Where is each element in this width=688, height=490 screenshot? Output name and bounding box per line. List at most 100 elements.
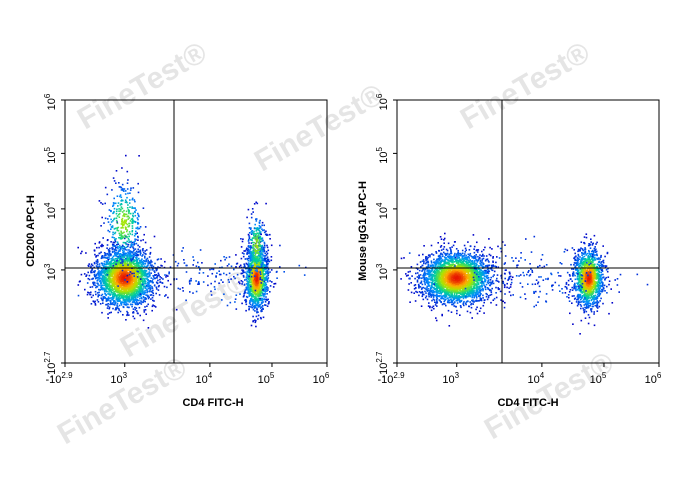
event-dot [223, 272, 225, 275]
event-dot [253, 234, 255, 237]
event-dot [245, 248, 248, 251]
event-dot [144, 255, 146, 258]
event-dot [147, 276, 150, 278]
event-dot [250, 306, 253, 308]
event-dot [262, 255, 264, 257]
event-dot [133, 262, 135, 265]
event-dot [141, 280, 143, 283]
event-dot [104, 297, 106, 299]
event-dot [250, 271, 252, 274]
event-dot [108, 258, 111, 260]
event-dot [121, 246, 123, 249]
event-dot [90, 263, 93, 265]
event-dot [257, 311, 259, 313]
event-dot [110, 293, 112, 295]
event-dot [248, 242, 250, 244]
event-dot [140, 303, 143, 305]
event-dot [102, 244, 104, 247]
event-dot [134, 277, 137, 279]
event-dot [244, 271, 246, 274]
event-dot [235, 254, 237, 256]
event-dot [92, 282, 95, 285]
event-dot [139, 287, 141, 290]
event-dot [114, 273, 117, 275]
event-dot [149, 275, 151, 277]
event-dot [247, 276, 250, 279]
event-dot [145, 259, 147, 262]
event-dot [150, 298, 152, 300]
event-dot [116, 242, 119, 244]
event-dot [255, 218, 257, 220]
event-dot [126, 283, 128, 285]
event-dot [106, 287, 109, 290]
event-dot [116, 281, 118, 283]
event-dot [134, 207, 136, 210]
event-dot [228, 263, 230, 265]
event-dot [119, 186, 122, 188]
event-dot [125, 236, 127, 239]
event-dot [118, 287, 120, 289]
event-dot [104, 271, 107, 274]
event-dot [100, 294, 103, 297]
event-dot [254, 271, 256, 273]
event-dot [257, 249, 259, 251]
event-dot [139, 295, 141, 297]
event-dot [215, 276, 217, 278]
event-dot [224, 258, 226, 261]
event-dot [112, 307, 114, 310]
event-dot [115, 255, 118, 257]
event-dot [113, 285, 115, 287]
event-dot [119, 286, 122, 289]
event-dot [179, 288, 181, 290]
event-dot [255, 230, 258, 232]
event-dot [250, 275, 253, 278]
event-dot [249, 262, 252, 265]
event-dot [118, 270, 121, 273]
event-dot [98, 284, 100, 287]
event-dot [257, 291, 260, 294]
event-dot [144, 271, 147, 273]
event-dot [113, 281, 115, 283]
event-dot [260, 245, 262, 247]
event-dot [135, 230, 137, 233]
event-dot [250, 250, 252, 253]
event-dot [121, 254, 124, 257]
event-dot [250, 297, 253, 300]
event-dot [137, 182, 139, 185]
event-dot [255, 293, 258, 296]
event-dot [117, 202, 120, 204]
event-dot [112, 297, 114, 299]
event-dot [174, 260, 177, 263]
event-dot [117, 229, 120, 232]
event-dot [136, 262, 139, 264]
event-dot [143, 274, 146, 277]
event-dot [131, 280, 133, 283]
event-dot [140, 271, 143, 273]
event-dot [249, 273, 251, 275]
event-dot [93, 274, 96, 276]
event-dot [123, 303, 125, 306]
event-dot [263, 248, 265, 250]
event-dot [175, 278, 178, 280]
event-dot [115, 294, 118, 297]
event-dot [94, 242, 96, 245]
y-tick-label: -102.7 [43, 351, 58, 379]
event-dot [97, 301, 100, 303]
event-dot [255, 303, 258, 305]
event-dot [262, 273, 265, 275]
event-dot [108, 289, 111, 292]
event-dot [112, 295, 114, 298]
event-dot [424, 296, 427, 299]
event-dot [140, 296, 143, 299]
event-dot [155, 288, 158, 290]
event-dot [138, 289, 140, 291]
event-dot [110, 291, 113, 294]
event-dot [153, 276, 155, 278]
event-dot [262, 250, 264, 252]
event-dot [94, 277, 97, 280]
event-dot [267, 259, 270, 261]
event-dot [235, 294, 238, 296]
event-dot [124, 247, 126, 249]
event-dot [117, 288, 120, 290]
event-dot [96, 299, 99, 301]
